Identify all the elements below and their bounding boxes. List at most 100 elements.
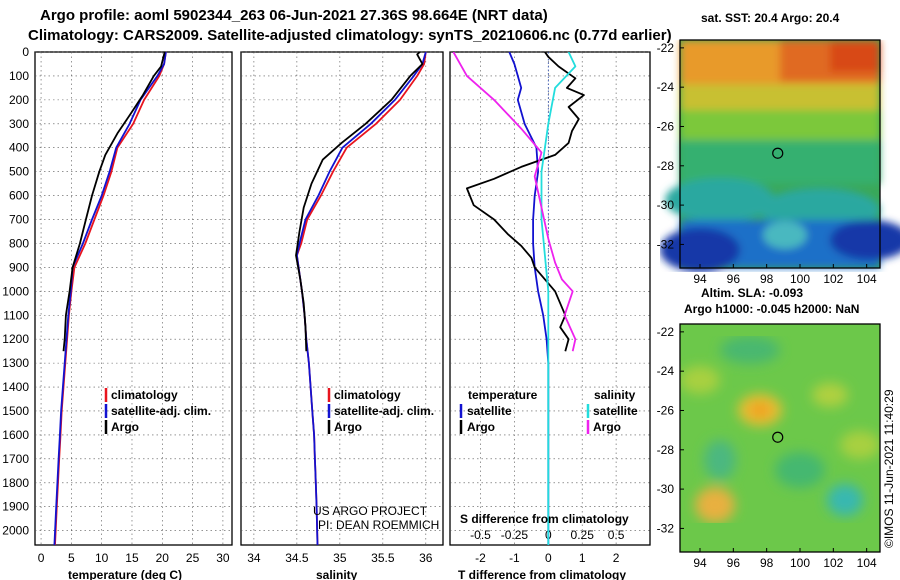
legend-climatology-label: climatology <box>111 388 178 402</box>
x-tick-label: 34 <box>247 551 261 565</box>
map-lon-label: 104 <box>857 556 877 570</box>
series-line-argo <box>62 52 166 352</box>
grid-lines <box>35 51 650 545</box>
map-lat-label: -22 <box>657 41 675 55</box>
map-lon-label: 104 <box>857 272 877 286</box>
map-lon-label: 98 <box>760 272 774 286</box>
x-tick-label: 35.5 <box>371 551 395 565</box>
x-tick-label: 1 <box>579 551 586 565</box>
legend-s-satellite-label: satellite <box>593 404 638 418</box>
salinity-xlabel: salinity <box>316 568 358 580</box>
x-tick-label: 0 <box>545 551 552 565</box>
depth-tick-label: 600 <box>9 189 29 203</box>
temperature-lines <box>53 52 167 545</box>
map-lat-label: -32 <box>657 237 675 251</box>
map-lon-label: 100 <box>790 556 810 570</box>
series-line-argo <box>295 52 424 352</box>
x-axes: 0 5 10 15 20 25 30 34 34.5 35 35.5 36 -2 -1 0 1 2 -0.5 -0.… <box>38 528 625 565</box>
depth-tick-label: 300 <box>9 117 29 131</box>
difference-lines <box>452 52 585 545</box>
map-lon-label: 100 <box>790 272 810 286</box>
sla-map-frame <box>679 323 881 553</box>
sla-argo-position-marker <box>772 431 784 443</box>
map-lon-label: 96 <box>727 556 741 570</box>
series-line-salinity-satellite <box>540 52 577 545</box>
difference-legend: temperature salinity satellite Argo sate… <box>459 388 638 434</box>
depth-tick-label: 900 <box>9 260 29 274</box>
s-diff-tick-label: 0.25 <box>571 528 595 542</box>
x-tick-label: 20 <box>156 551 170 565</box>
depth-tick-label: 1300 <box>2 356 29 370</box>
legend-salinity-title: salinity <box>594 388 636 402</box>
difference-xlabel: T difference from climatology <box>458 568 626 580</box>
x-tick-label: 15 <box>125 551 139 565</box>
depth-tick-label: 1700 <box>2 452 29 466</box>
depth-tick-label: 800 <box>9 236 29 250</box>
x-tick-label: 25 <box>186 551 200 565</box>
map-lat-label: -22 <box>657 325 675 339</box>
sst-heatmap <box>660 40 900 272</box>
depth-tick-label: 1600 <box>2 428 29 442</box>
x-tick-label: 10 <box>95 551 109 565</box>
depth-tick-label: 200 <box>9 93 29 107</box>
x-tick-label: -2 <box>475 551 486 565</box>
map-lat-label: -26 <box>657 403 675 417</box>
sla-heatmap <box>680 324 880 552</box>
salinity-panel-frame <box>240 51 444 546</box>
map-lat-label: -30 <box>657 482 675 496</box>
series-line-argo <box>466 52 585 352</box>
map-lon-label: 94 <box>693 556 707 570</box>
s-diff-tick-label: -0.25 <box>501 528 529 542</box>
sla-map-title-2: Argo h1000: -0.045 h2000: NaN <box>684 302 859 316</box>
series-line-satellite-adj-clim- <box>296 52 427 545</box>
depth-tick-label: 500 <box>9 165 29 179</box>
depth-tick-label: 2000 <box>2 524 29 538</box>
x-tick-label: 36 <box>419 551 433 565</box>
title-line-1: Argo profile: aoml 5902344_263 06-Jun-20… <box>40 7 548 24</box>
difference-panel-frame <box>449 51 651 546</box>
map-lat-label: -24 <box>657 80 675 94</box>
legend-t-satellite-label: satellite <box>467 404 512 418</box>
s-diff-tick-label: 0.5 <box>608 528 625 542</box>
x-tick-label: -1 <box>509 551 520 565</box>
depth-tick-label: 1900 <box>2 500 29 514</box>
depth-tick-label: 1500 <box>2 404 29 418</box>
x-tick-label: 30 <box>216 551 230 565</box>
salinity-lines <box>295 52 427 545</box>
x-tick-label: 2 <box>613 551 620 565</box>
temperature-legend: climatology satellite-adj. clim. Argo <box>104 388 211 434</box>
legend-argo-label: Argo <box>111 420 139 434</box>
depth-tick-label: 100 <box>9 69 29 83</box>
map-lon-label: 98 <box>760 556 774 570</box>
series-line-satellite <box>508 52 550 545</box>
x-tick-label: 5 <box>68 551 75 565</box>
legend-s-argo-label: Argo <box>593 420 621 434</box>
map-lon-label: 96 <box>727 272 741 286</box>
depth-tick-label: 400 <box>9 141 29 155</box>
map-lon-label: 102 <box>823 556 843 570</box>
series-line-salinity-argo <box>452 52 577 352</box>
legend-t-argo-label: Argo <box>467 420 495 434</box>
s-diff-tick-label: -0.5 <box>470 528 491 542</box>
map-lon-label: 102 <box>823 272 843 286</box>
x-tick-label: 34.5 <box>285 551 309 565</box>
depth-tick-label: 1200 <box>2 332 29 346</box>
map-lat-label: -30 <box>657 198 675 212</box>
sst-map-title: sat. SST: 20.4 Argo: 20.4 <box>701 11 840 25</box>
depth-tick-label: 1400 <box>2 380 29 394</box>
depth-tick-label: 1800 <box>2 476 29 490</box>
salinity-legend: climatology satellite-adj. clim. Argo <box>327 388 434 434</box>
legend-argo-label: Argo <box>334 420 362 434</box>
x-tick-label: 0 <box>38 551 45 565</box>
map-axes: 94 96 98 100 102 104 -22 -24 -26 -28 -30 -32 94 96 98 1… <box>657 41 877 570</box>
project-credit-line-2: PI: DEAN ROEMMICH <box>318 518 439 532</box>
credit-text: ©IMOS 11-Jun-2021 11:40:29 <box>882 389 896 548</box>
legend-climatology-label: climatology <box>334 388 401 402</box>
temperature-xlabel: temperature (deg C) <box>68 568 182 580</box>
temperature-panel-frame <box>34 51 233 546</box>
depth-tick-label: 1100 <box>3 308 29 322</box>
title-line-2: Climatology: CARS2009. Satellite-adjuste… <box>28 27 672 44</box>
sst-map-frame <box>679 39 881 269</box>
depth-tick-label: 1000 <box>2 284 29 298</box>
